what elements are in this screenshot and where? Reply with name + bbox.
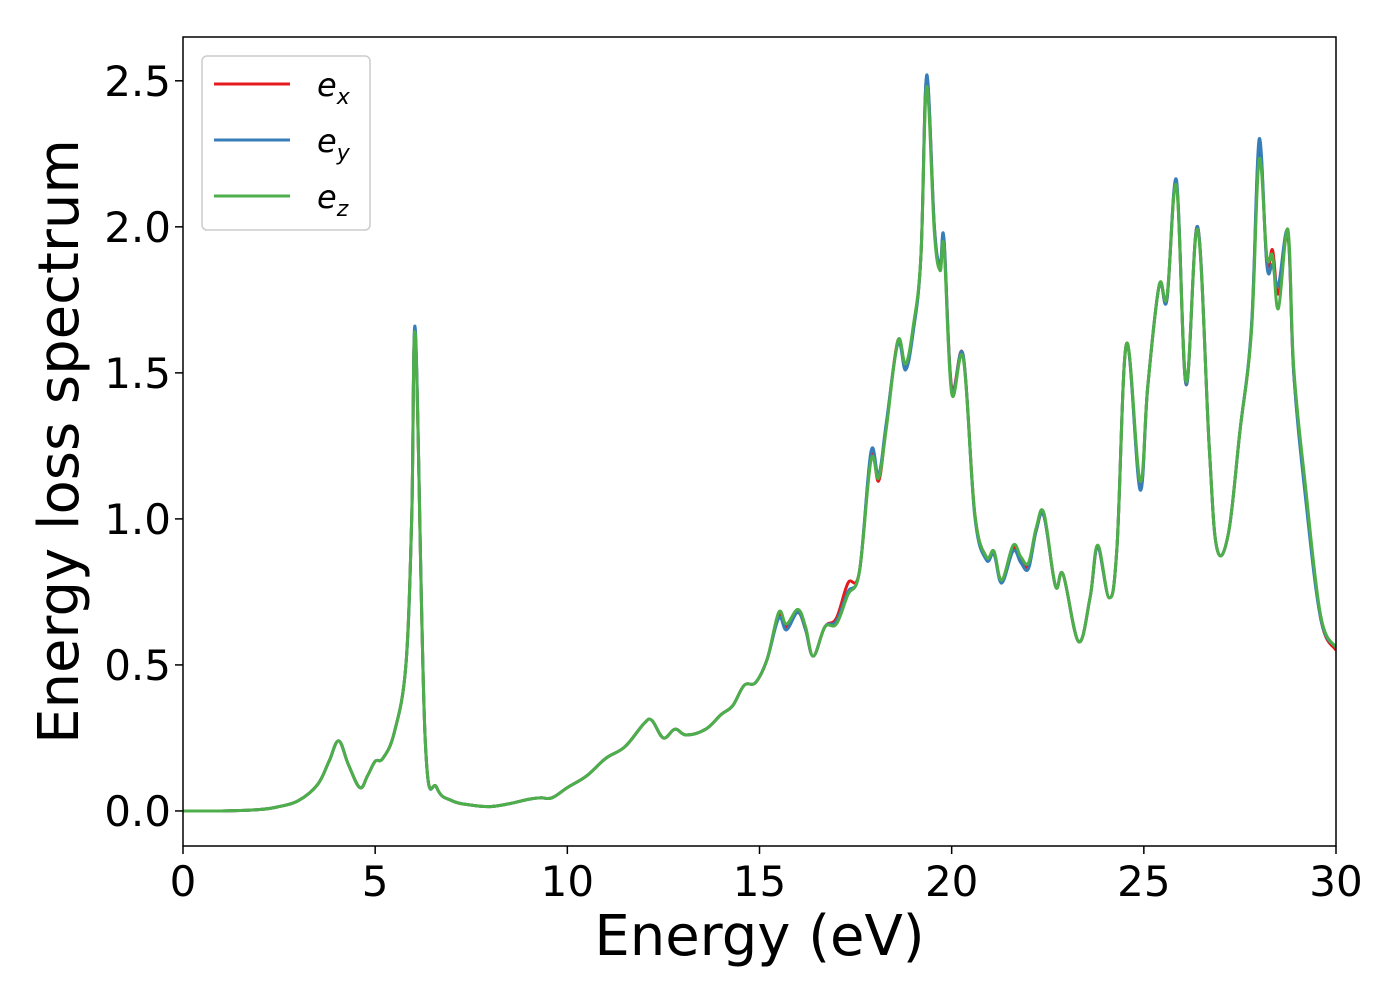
- legend-box: [201, 55, 371, 231]
- x-tick-label: 10: [541, 857, 594, 906]
- y-tick-label: 1.0: [104, 495, 171, 544]
- x-tick-label: 0: [170, 857, 197, 906]
- y-tick-label: 0.0: [104, 787, 171, 836]
- x-axis-label: Energy (eV): [594, 904, 924, 969]
- x-tick-label: 25: [1117, 857, 1170, 906]
- legend-label-x: ex: [317, 66, 351, 110]
- y-tick-label: 1.5: [104, 349, 171, 398]
- legend-label-y: ey: [317, 122, 351, 166]
- x-tick-label: 20: [925, 857, 978, 906]
- y-tick-label: 2.5: [104, 57, 171, 106]
- x-tick-label: 15: [733, 857, 786, 906]
- x-axis-ticks: 0 5 10 15 20 25 30: [170, 846, 1363, 906]
- legend: ex ey ez: [201, 55, 371, 231]
- y-tick-label: 0.5: [104, 641, 171, 690]
- y-axis-ticks: 0.0 0.5 1.0 1.5 2.0 2.5: [104, 57, 183, 836]
- y-axis-label: Energy loss spectrum: [27, 139, 92, 744]
- x-tick-label: 30: [1309, 857, 1362, 906]
- plot-lines: [183, 73, 1336, 813]
- series-line-z: [183, 85, 1336, 813]
- x-tick-label: 5: [362, 857, 389, 906]
- y-tick-label: 2.0: [104, 203, 171, 252]
- legend-label-z: ez: [317, 178, 349, 222]
